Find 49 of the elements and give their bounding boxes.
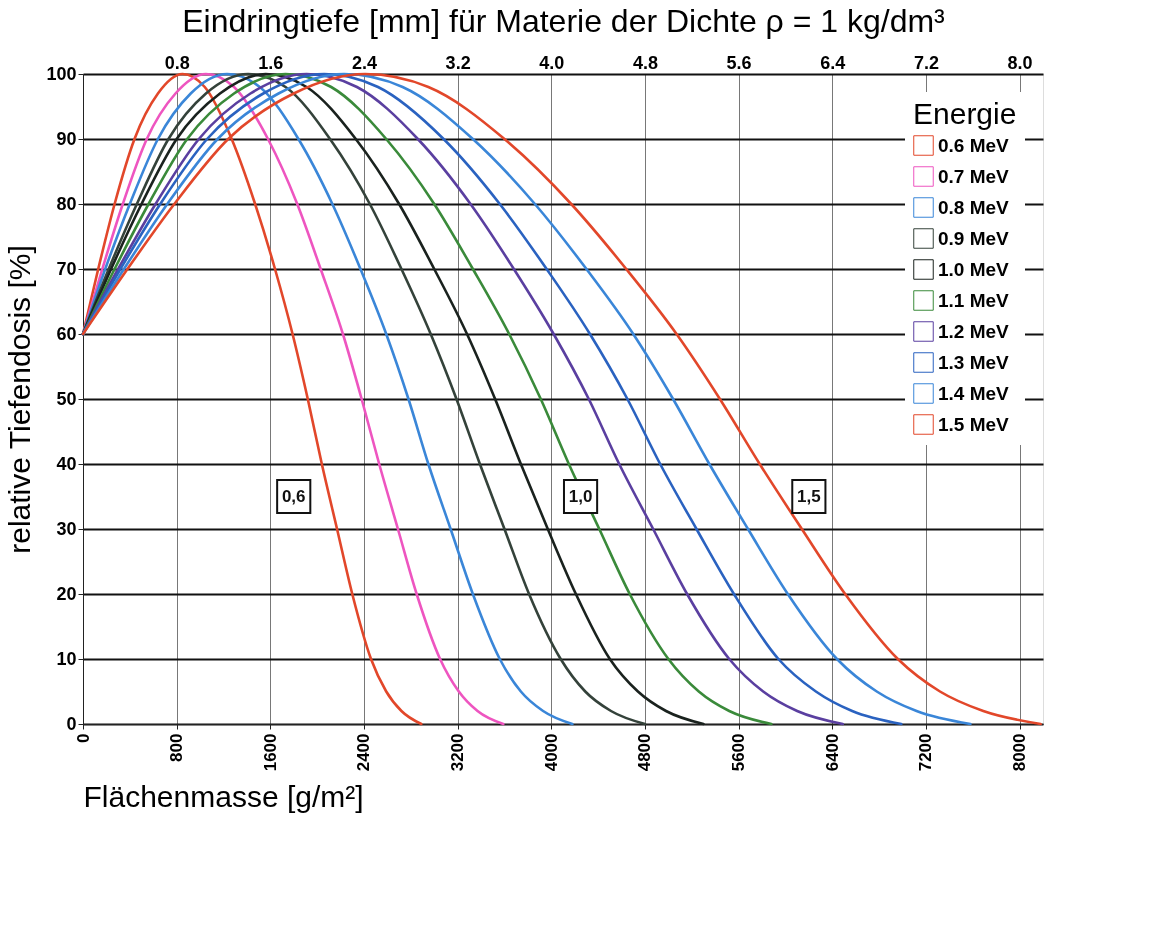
annotation: 1,0 (568, 486, 593, 506)
annotation: 1,5 (797, 486, 821, 506)
x-tick-label: 3200 (448, 733, 468, 772)
legend-label: 1.4 MeV (938, 382, 1010, 404)
x2-tick-label: 1.6 (258, 52, 284, 73)
y-tick-label: 50 (56, 388, 77, 409)
x2-axis-title: Eindringtiefe [mm] für Materie der Dichte ρ = 1 kg/dm³ (182, 2, 946, 39)
y-tick-label: 20 (56, 583, 77, 604)
x2-tick-label: 5.6 (726, 52, 752, 73)
y-tick-label: 90 (56, 128, 77, 149)
legend-label: 0.8 MeV (938, 196, 1010, 218)
y-tick-label: 60 (56, 323, 77, 344)
annotation: 0,6 (281, 486, 306, 506)
x-tick-label: 4000 (541, 733, 561, 772)
x2-tick-label: 7.2 (913, 52, 939, 73)
y-tick-label: 100 (46, 63, 77, 84)
y-axis-title: relative Tiefendosis [%] (3, 245, 37, 554)
legend-title: Energie (913, 97, 1017, 130)
y-tick-label: 10 (56, 648, 77, 669)
legend-label: 1.2 MeV (938, 320, 1010, 342)
legend-label: 1.5 MeV (938, 413, 1010, 435)
x-tick-label: 6400 (822, 733, 842, 772)
x2-tick-label: 0.8 (164, 52, 190, 73)
x-tick-label: 2400 (354, 733, 374, 772)
legend-label: 1.1 MeV (938, 289, 1010, 311)
y-tick-label: 40 (56, 453, 77, 474)
x2-tick-label: 6.4 (820, 52, 846, 73)
legend-label: 0.9 MeV (938, 227, 1010, 249)
x2-tick-label: 2.4 (351, 52, 377, 73)
y-tick-label: 0 (66, 713, 77, 734)
x-tick-label: 0 (73, 733, 93, 743)
x-tick-label: 8000 (1010, 733, 1030, 772)
x-tick-label: 5600 (729, 733, 749, 772)
x-axis-title: Flächenmasse [g/m²] (83, 780, 364, 814)
legend-label: 0.6 MeV (938, 134, 1010, 156)
legend-label: 0.7 MeV (938, 165, 1010, 187)
x-tick-label: 800 (167, 733, 187, 762)
x-tick-label: 4800 (635, 733, 655, 772)
x2-tick-label: 4.8 (632, 52, 658, 73)
legend-label: 1.3 MeV (938, 351, 1010, 373)
x2-tick-label: 8.0 (1007, 52, 1033, 73)
y-tick-label: 30 (56, 518, 77, 539)
x-tick-label: 7200 (916, 733, 936, 772)
x2-tick-label: 4.0 (539, 52, 565, 73)
x-tick-label: 1600 (260, 733, 280, 772)
y-tick-label: 70 (56, 258, 77, 279)
y-tick-label: 80 (56, 193, 77, 214)
legend-label: 1.0 MeV (938, 258, 1010, 280)
x2-tick-label: 3.2 (445, 52, 471, 73)
